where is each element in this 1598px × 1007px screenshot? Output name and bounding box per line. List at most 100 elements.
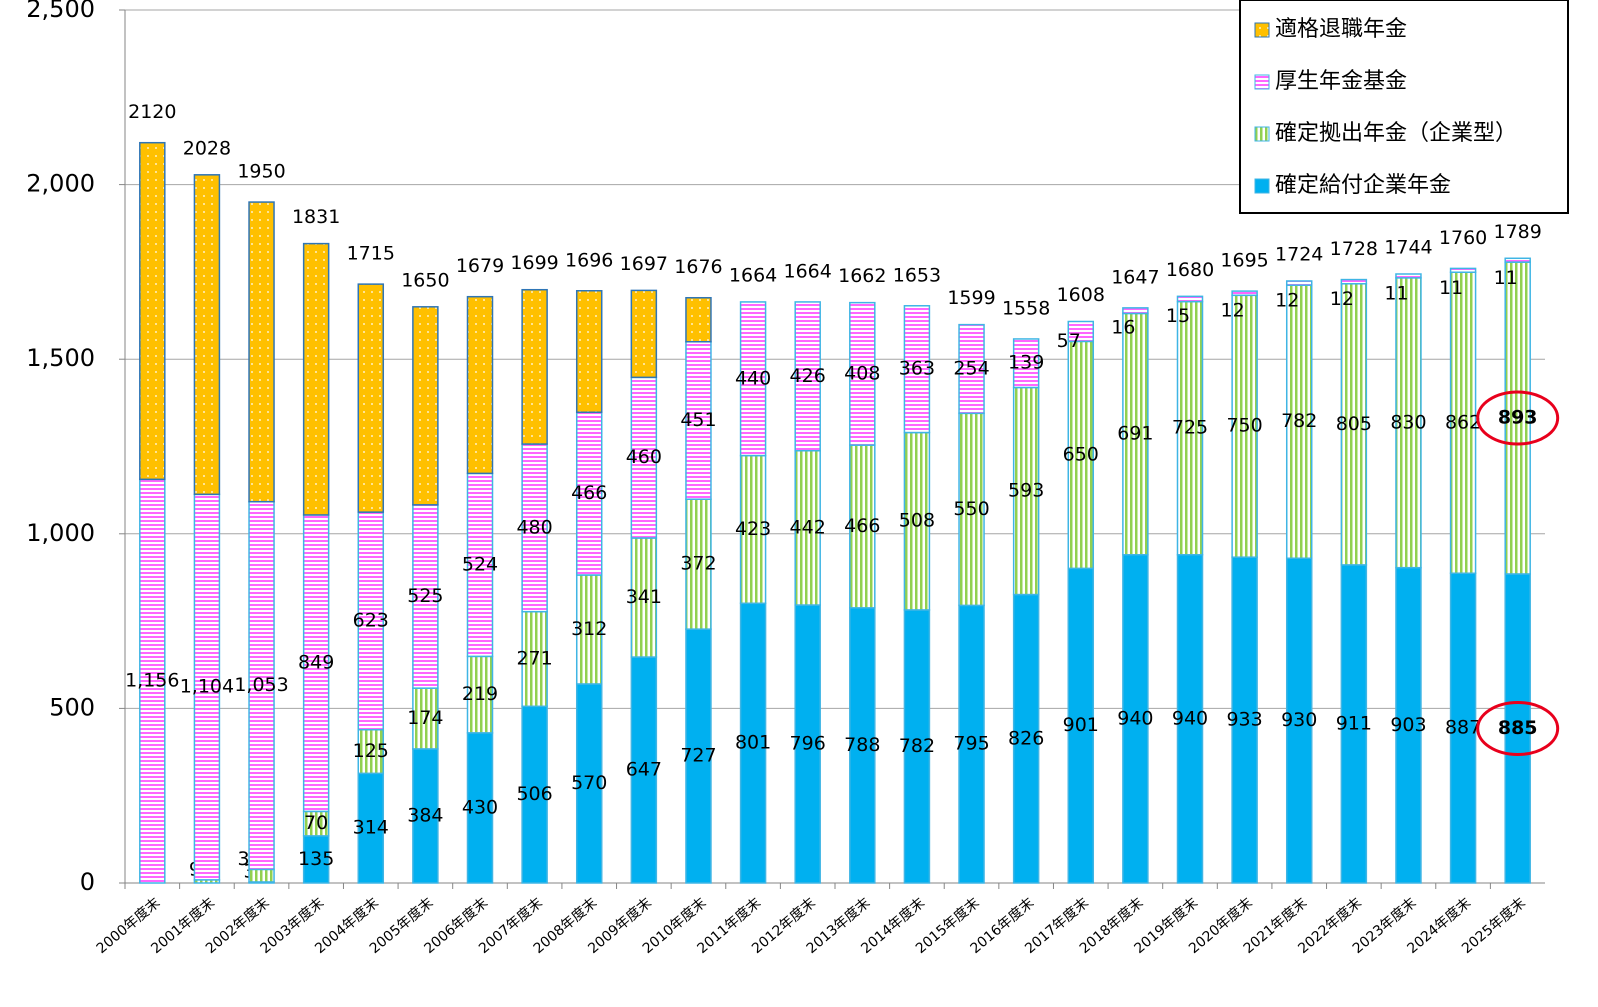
data-label: 426 bbox=[790, 365, 826, 387]
data-label: 430 bbox=[462, 796, 498, 818]
data-label: 933 bbox=[1226, 709, 1262, 731]
bar-segment bbox=[794, 449, 821, 606]
bar-segment bbox=[739, 301, 767, 457]
y-tick-label: 0 bbox=[80, 868, 95, 896]
total-label: 1950 bbox=[237, 161, 285, 183]
total-label: 1697 bbox=[620, 253, 668, 275]
bar-segment bbox=[1449, 267, 1477, 273]
y-tick-label: 500 bbox=[49, 693, 95, 721]
data-label: 691 bbox=[1117, 423, 1153, 445]
bar-segment bbox=[357, 283, 385, 513]
bar-segment bbox=[302, 835, 330, 884]
data-label: 125 bbox=[353, 740, 389, 762]
bar-segment bbox=[1012, 593, 1040, 884]
data-label: 11 bbox=[1439, 277, 1463, 299]
total-label: 1724 bbox=[1275, 243, 1323, 265]
total-label: 1664 bbox=[784, 260, 832, 282]
data-label: 11 bbox=[1384, 282, 1408, 304]
y-tick-label: 2,500 bbox=[26, 0, 95, 23]
y-tick-label: 1,500 bbox=[26, 344, 95, 372]
bar-segment bbox=[958, 604, 985, 884]
data-label: 782 bbox=[899, 735, 935, 757]
total-label: 1608 bbox=[1057, 284, 1105, 306]
total-label: 1664 bbox=[729, 264, 777, 286]
data-label: 901 bbox=[1063, 714, 1099, 736]
data-label: 11 bbox=[1494, 267, 1518, 289]
total-label: 1676 bbox=[674, 256, 722, 278]
total-label: 1715 bbox=[347, 243, 395, 265]
bar-segment bbox=[685, 340, 712, 500]
bar-segment bbox=[1176, 295, 1204, 303]
data-label: 16 bbox=[1111, 316, 1135, 338]
bar-segment bbox=[1340, 278, 1368, 285]
legend-swatch bbox=[1254, 74, 1270, 90]
bar-segment bbox=[248, 201, 275, 503]
bar-segment bbox=[630, 289, 658, 379]
data-label: 862 bbox=[1445, 411, 1481, 433]
data-label: 314 bbox=[353, 817, 389, 839]
bar-segment bbox=[1504, 573, 1531, 884]
total-label: 1789 bbox=[1494, 221, 1542, 243]
data-label: 508 bbox=[899, 510, 935, 532]
data-label: 1,053 bbox=[234, 674, 288, 696]
data-label: 940 bbox=[1117, 707, 1153, 729]
bar-segment bbox=[1231, 290, 1258, 297]
total-label: 1680 bbox=[1166, 259, 1214, 281]
data-label: 727 bbox=[680, 745, 716, 767]
total-label: 1647 bbox=[1111, 266, 1159, 288]
legend-box bbox=[1239, 0, 1569, 214]
bar-segment bbox=[521, 443, 548, 613]
legend-label: 適格退職年金 bbox=[1275, 17, 1407, 42]
bar-segment bbox=[1231, 294, 1258, 558]
bar-segment bbox=[794, 301, 821, 452]
bar-segment bbox=[1285, 280, 1313, 286]
total-label: 1696 bbox=[565, 249, 613, 271]
bar-segment bbox=[466, 472, 494, 658]
bar-segment bbox=[1395, 277, 1422, 569]
total-label: 1679 bbox=[456, 255, 504, 277]
bar-segment bbox=[466, 732, 494, 884]
data-label: 647 bbox=[626, 759, 662, 781]
bar-segment bbox=[1176, 554, 1204, 884]
data-label: 135 bbox=[298, 848, 334, 870]
bar-segment bbox=[248, 868, 275, 883]
bar-segment bbox=[1395, 273, 1422, 279]
data-label: 796 bbox=[790, 733, 826, 755]
data-label: 466 bbox=[844, 515, 880, 537]
data-label: 408 bbox=[844, 362, 880, 384]
data-label: 524 bbox=[462, 553, 498, 575]
bar-segment bbox=[849, 444, 876, 609]
bar-segment bbox=[794, 604, 821, 884]
total-label: 1831 bbox=[292, 206, 340, 228]
data-label: 750 bbox=[1226, 415, 1262, 437]
data-label: 219 bbox=[462, 683, 498, 705]
data-label: 525 bbox=[407, 585, 443, 607]
legend-label: 確定拠出年金（企業型） bbox=[1275, 121, 1517, 146]
data-label: 593 bbox=[1008, 480, 1044, 502]
bar-segment bbox=[1122, 307, 1149, 315]
bar-segment bbox=[1067, 320, 1095, 343]
data-label: 384 bbox=[407, 804, 443, 826]
data-label: 1,156 bbox=[125, 670, 179, 692]
data-label: 460 bbox=[626, 446, 662, 468]
data-label: 466 bbox=[571, 482, 607, 504]
total-label: 1744 bbox=[1384, 236, 1432, 258]
bar-segment bbox=[1231, 556, 1258, 884]
data-label: 650 bbox=[1063, 443, 1099, 465]
data-label: 451 bbox=[680, 409, 716, 431]
data-label: 788 bbox=[844, 734, 880, 756]
bar-segment bbox=[1340, 564, 1368, 884]
data-label: 480 bbox=[516, 516, 552, 538]
bar-segment bbox=[412, 748, 439, 884]
data-label: 174 bbox=[407, 707, 443, 729]
data-label: 440 bbox=[735, 367, 771, 389]
data-label: 801 bbox=[735, 732, 771, 754]
data-label: 893 bbox=[1498, 407, 1538, 429]
data-label: 12 bbox=[1330, 288, 1354, 310]
data-label: 903 bbox=[1390, 714, 1426, 736]
data-label: 885 bbox=[1498, 717, 1538, 739]
total-label: 1599 bbox=[947, 287, 995, 309]
data-label: 725 bbox=[1172, 417, 1208, 439]
data-label: 70 bbox=[304, 812, 328, 834]
